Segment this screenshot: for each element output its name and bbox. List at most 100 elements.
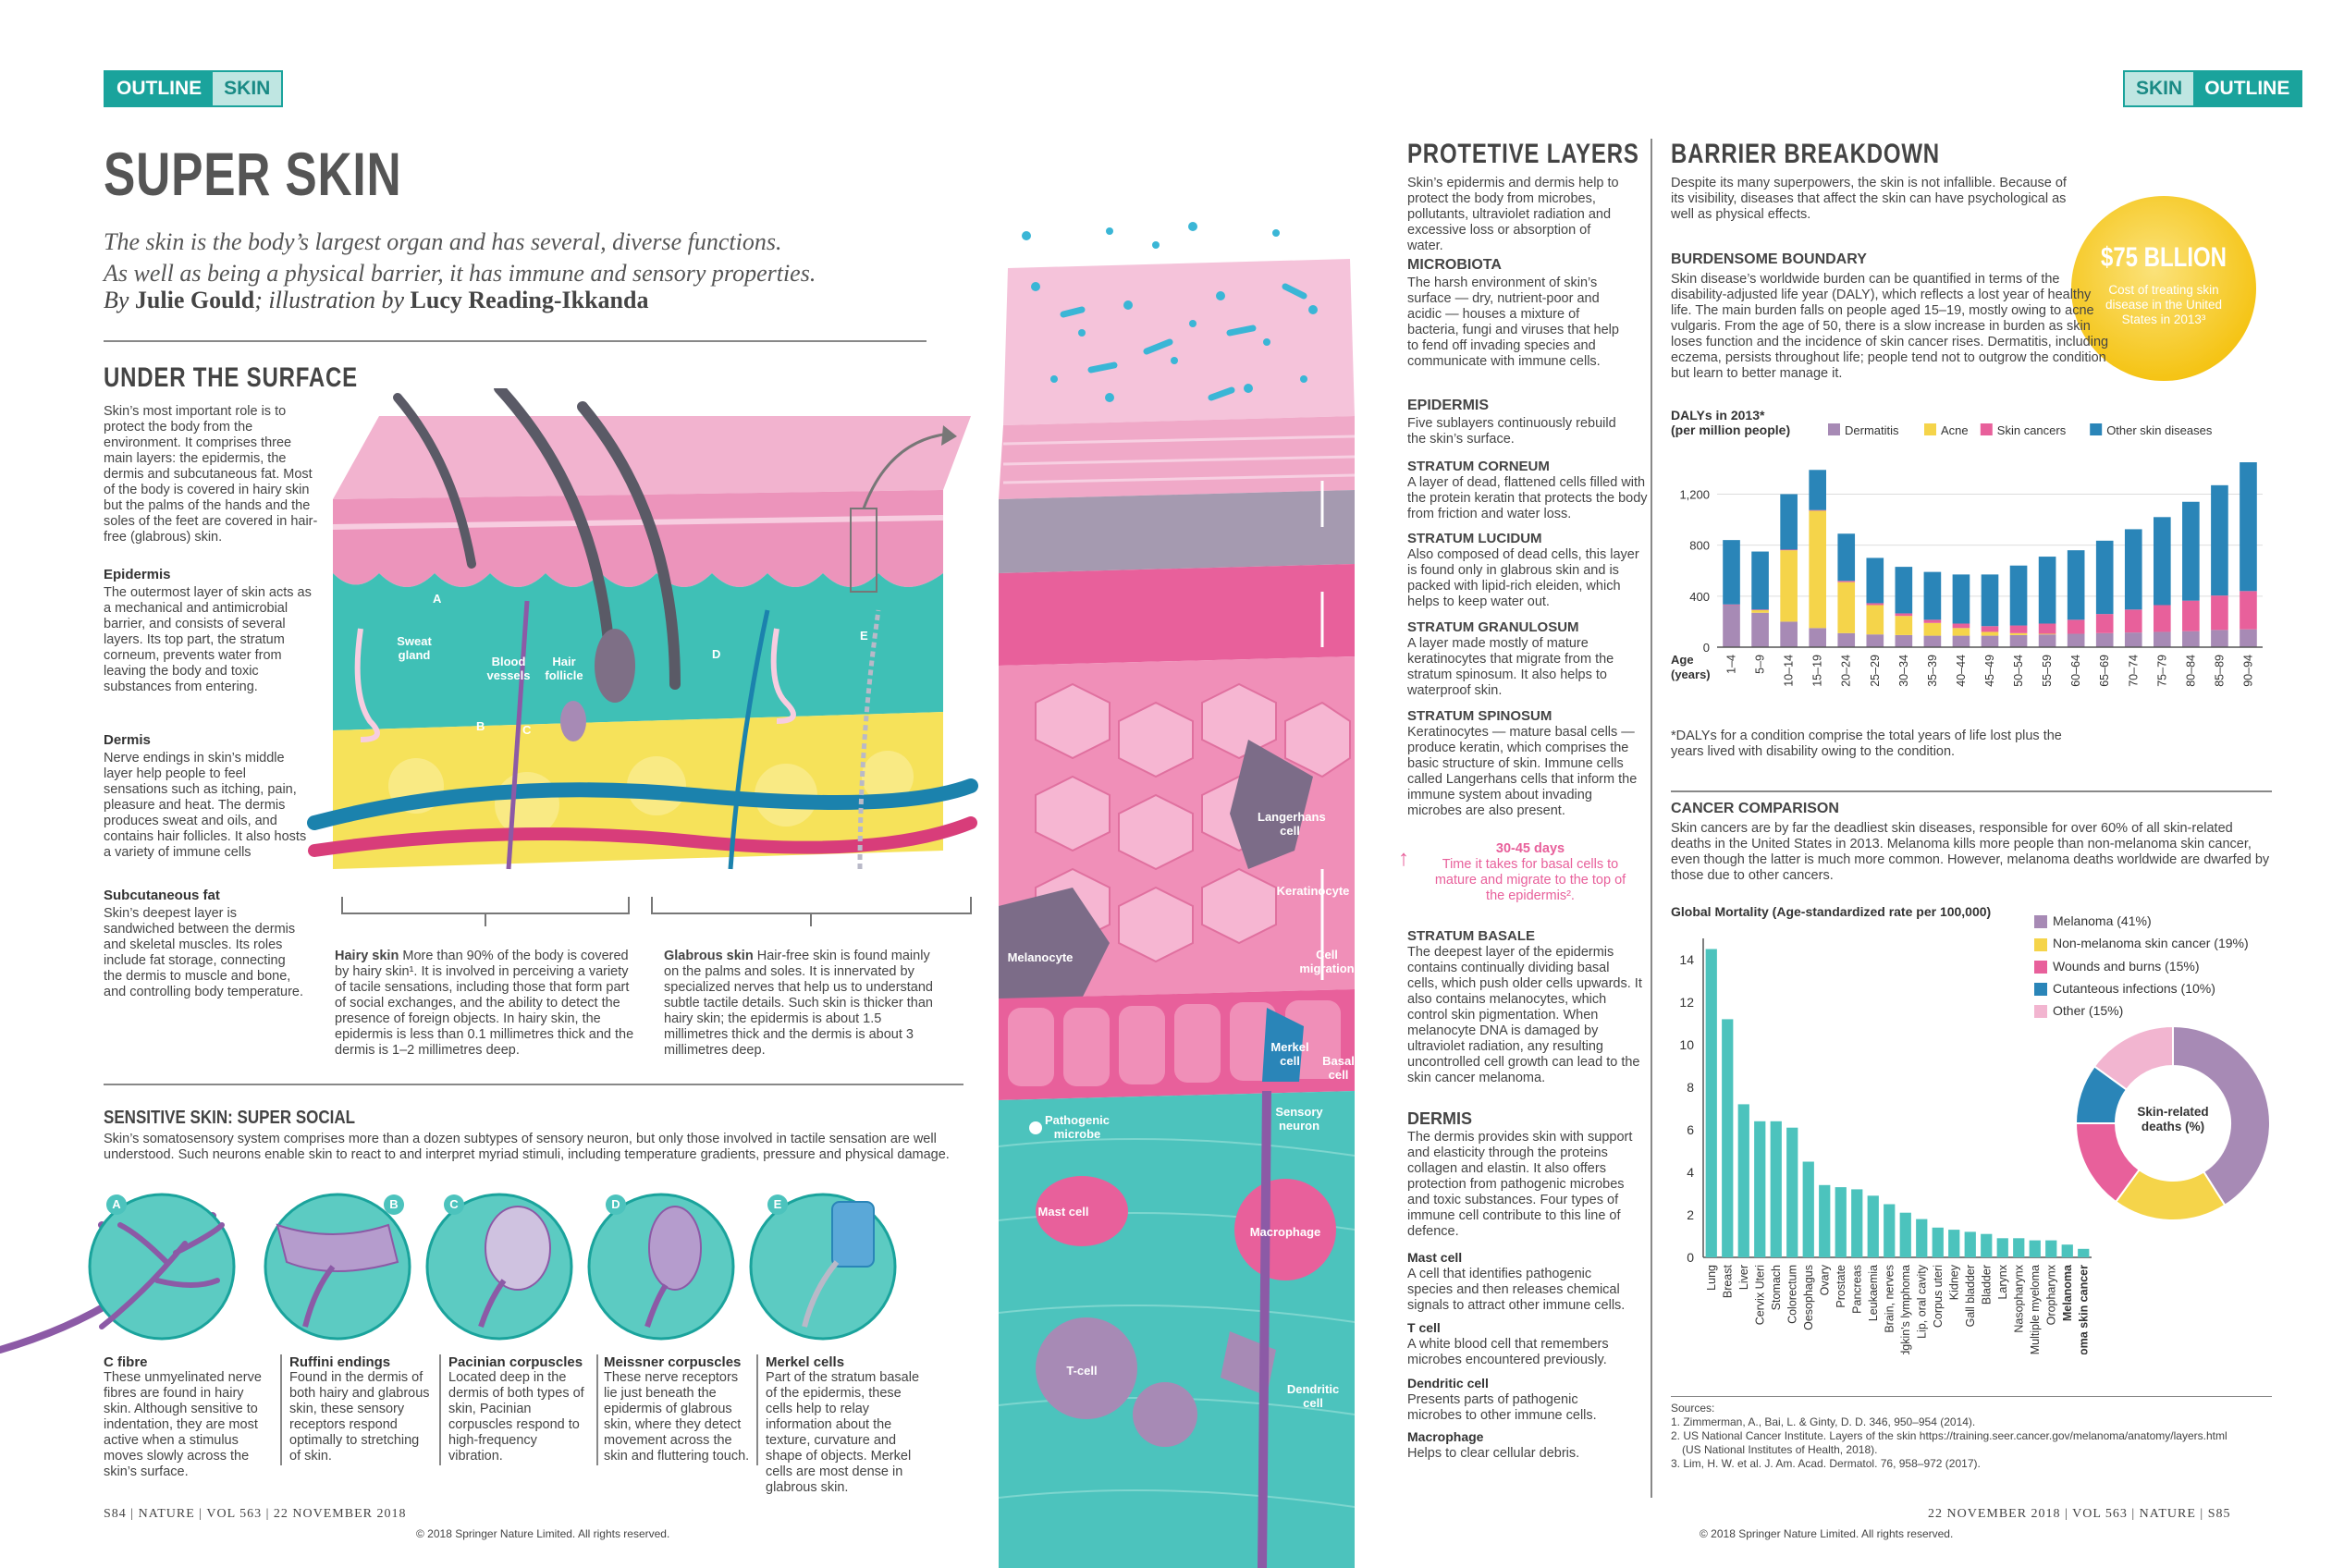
- x-tick-label: Non-melanoma skin cancer: [2077, 1265, 2090, 1354]
- y-tick-label: 800: [1689, 539, 1710, 553]
- mortality-bar: [2013, 1238, 2025, 1257]
- epidermis-section-text: Five sublayers continuously rebuild the …: [1407, 416, 1616, 447]
- badge-b: B: [384, 1194, 404, 1215]
- bar-dermatitis: [1866, 634, 1884, 647]
- mortality-bar: [1819, 1184, 1831, 1257]
- mortality-title: Global Mortality (Age-standardized rate …: [1671, 904, 1991, 919]
- fat-label: Subcutaneous fat: [104, 888, 220, 903]
- x-tick-label: Colorectum: [1786, 1265, 1798, 1324]
- x-tick-label: 25–29: [1869, 655, 1882, 687]
- label-b: B: [476, 719, 485, 733]
- x-tick-label: 85–89: [2213, 655, 2226, 687]
- bar-dermatitis: [2038, 634, 2056, 647]
- x-tick-label: Brain, nerves: [1883, 1265, 1896, 1333]
- legend-label: Melanoma (41%): [2053, 913, 2152, 928]
- bar-skin-cancers: [2124, 609, 2142, 633]
- macrophage-text: Helps to clear cellular debris.: [1407, 1446, 1580, 1461]
- legend-label: Other (15%): [2053, 1003, 2124, 1019]
- byline-illustrator: Lucy Reading-Ikkanda: [410, 287, 649, 313]
- x-tick-label: 35–39: [1926, 655, 1939, 687]
- source-item: (US National Institutes of Health, 2018)…: [1682, 1443, 1878, 1456]
- bar-other-skin-diseases: [2095, 540, 2114, 615]
- legend-swatch: [1924, 423, 1936, 435]
- footer-left: S84 | NATURE | VOL 563 | 22 NOVEMBER 201…: [104, 1507, 407, 1521]
- y-tick-label: 8: [1687, 1080, 1694, 1095]
- bar-dermatitis: [1809, 628, 1826, 647]
- legend-item: Non-melanoma skin cancer (19%): [2034, 936, 2293, 951]
- y-tick-label: 0: [1703, 641, 1710, 655]
- source-item: 2. US National Cancer Institute. Layers …: [1671, 1429, 2227, 1442]
- dendritic-cell-text: Presents parts of pathogenic microbes to…: [1407, 1392, 1597, 1423]
- mortality-bar: [1996, 1238, 2008, 1257]
- x-tick-label: Corpus uteri: [1932, 1265, 1945, 1328]
- bar-skin-cancers: [1923, 619, 1942, 623]
- bar-dermatitis: [1952, 635, 1970, 647]
- bar-skin-cancers: [2067, 619, 2085, 634]
- mortality-bar: [1851, 1189, 1863, 1257]
- mortality-bar: [2061, 1244, 2073, 1257]
- protective-heading: PROTETIVE LAYERS: [1407, 139, 1639, 169]
- sensitive-skin-intro: Skin’s somatosensory system comprises mo…: [104, 1132, 950, 1162]
- glabrous-skin-text: Glabrous skin Hair-free skin is found ma…: [664, 949, 946, 1059]
- bar-dermatitis: [2067, 633, 2085, 647]
- x-tick-label: 55–59: [2041, 655, 2054, 687]
- y-tick-label: 6: [1687, 1122, 1694, 1137]
- byline: By Julie Gould; illustration by Lucy Rea…: [104, 287, 648, 314]
- x-tick-label: 1–4: [1725, 655, 1738, 674]
- coin-big: $75 BLLION: [2100, 242, 2227, 273]
- legend-swatch: [2034, 937, 2047, 951]
- column-divider: [1651, 139, 1652, 1498]
- stratum-lucidum-title: STRATUM LUCIDUM: [1407, 531, 1542, 546]
- bar-other-skin-diseases: [1751, 551, 1769, 610]
- bar-dermatitis: [1923, 635, 1942, 647]
- receptor-merkel: Merkel cells Part of the stratum basale …: [766, 1354, 927, 1496]
- stratum-spinosum-text: Keratinocytes — mature basal cells — pro…: [1407, 725, 1638, 818]
- x-tick-label: Stomach: [1770, 1265, 1783, 1310]
- bar-other-skin-diseases: [2038, 557, 2056, 624]
- skin-cross-section: [307, 388, 978, 870]
- bar-acne: [1780, 550, 1798, 622]
- legend-swatch: [2034, 983, 2047, 997]
- hairy-skin-title: Hairy skin: [335, 949, 399, 963]
- mortality-bar: [1770, 1121, 1782, 1257]
- x-tick-label: 60–64: [2069, 655, 2082, 687]
- bar-skin-cancers: [1780, 549, 1798, 551]
- x-tick-label: Gall bladder: [1964, 1265, 1977, 1327]
- migration-days-note: 30-45 days Time it takes for basal cells…: [1424, 841, 1637, 904]
- mortality-bar: [1916, 1219, 1928, 1257]
- legend-item: Cutanteous infections (10%): [2034, 980, 2293, 997]
- skin-deaths-donut: [2074, 1024, 2271, 1221]
- mortality-bar: [1899, 1212, 1911, 1257]
- migration-days-text: Time it takes for basal cells to mature …: [1434, 857, 1626, 903]
- mortality-bar: [1737, 1104, 1749, 1257]
- mortality-bar: [1932, 1227, 1944, 1257]
- legend-swatch: [2034, 1005, 2047, 1019]
- bar-skin-cancers: [2154, 605, 2171, 632]
- divider: [1671, 1396, 2272, 1397]
- protective-intro: Skin’s epidermis and dermis help to prot…: [1407, 176, 1619, 253]
- bar-acne: [1751, 610, 1769, 613]
- bar-other-skin-diseases: [2211, 484, 2228, 596]
- bar-other-skin-diseases: [1981, 574, 1999, 627]
- coin-small: Cost of treating skin disease in the Uni…: [2105, 283, 2223, 326]
- legend-label: Other skin diseases: [2106, 423, 2213, 437]
- bar-dermatitis: [2095, 632, 2114, 647]
- sources-title: Sources:: [1671, 1402, 1715, 1415]
- skin-top-surface: [333, 416, 971, 499]
- badge-a: A: [106, 1194, 127, 1215]
- microbiota-text: The harsh environment of skin’s surface …: [1407, 276, 1619, 369]
- macrophage-title: Macrophage: [1407, 1429, 1484, 1444]
- x-axis-label-unit: (years): [1671, 668, 1711, 681]
- source-item: 3. Lim, H. W. et al. J. Am. Acad. Dermat…: [1671, 1457, 1981, 1470]
- receptor-title: Pacinian corpuscles: [448, 1354, 583, 1370]
- label-t-cell: T-cell: [1066, 1364, 1098, 1378]
- stratum-lucidum-text: Also composed of dead cells, this layer …: [1407, 547, 1639, 609]
- bar-dermatitis: [1837, 632, 1856, 647]
- stratum-corneum-text: A layer of dead, flattened cells filled …: [1407, 475, 1648, 521]
- stratum-spinosum-title: STRATUM SPINOSUM: [1407, 708, 1552, 724]
- label-hair-follicle: Hair follicle: [545, 655, 583, 682]
- bar-acne: [1809, 510, 1826, 629]
- label-melanocyte: Melanocyte: [1007, 950, 1074, 964]
- x-tick-label: Multiple myeloma: [2029, 1265, 2042, 1354]
- legend-label: Cutanteous infections (10%): [2053, 980, 2215, 996]
